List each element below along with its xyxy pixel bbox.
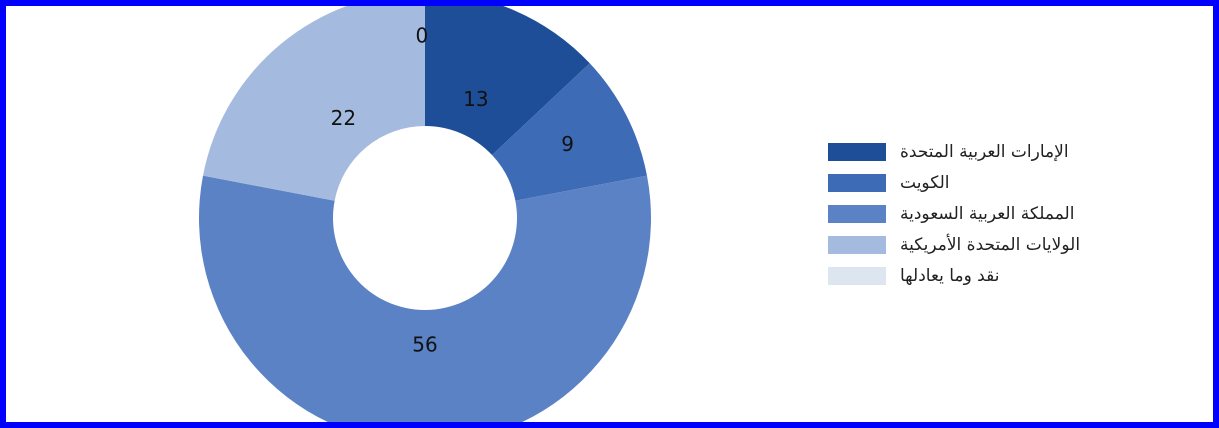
donut-chart: 13 9 56 22 0 bbox=[199, 6, 651, 422]
donut-slice bbox=[492, 63, 647, 201]
legend-label: الكويت bbox=[900, 173, 950, 193]
legend-label: المملكة العربية السعودية bbox=[900, 204, 1075, 224]
legend-swatch bbox=[828, 236, 886, 254]
legend-swatch bbox=[828, 267, 886, 285]
donut-slice bbox=[425, 6, 590, 156]
legend-item: الإمارات العربية المتحدة bbox=[828, 142, 1128, 162]
data-label: 9 bbox=[561, 132, 574, 156]
legend-label: نقد وما يعادلها bbox=[900, 266, 1000, 286]
legend-item: الكويت bbox=[828, 173, 1128, 193]
legend-label: الإمارات العربية المتحدة bbox=[900, 142, 1069, 162]
data-label: 0 bbox=[415, 24, 428, 48]
data-label: 56 bbox=[412, 333, 437, 357]
data-label: 22 bbox=[331, 106, 356, 130]
legend-swatch bbox=[828, 205, 886, 223]
legend-label: الولايات المتحدة الأمريكية bbox=[900, 235, 1081, 255]
legend-item: الولايات المتحدة الأمريكية bbox=[828, 235, 1128, 255]
donut-slice bbox=[203, 6, 425, 201]
legend-swatch bbox=[828, 174, 886, 192]
data-label: 13 bbox=[463, 87, 488, 111]
legend-item: نقد وما يعادلها bbox=[828, 266, 1128, 286]
legend-item: المملكة العربية السعودية bbox=[828, 204, 1128, 224]
legend: الإمارات العربية المتحدة الكويت المملكة … bbox=[828, 142, 1128, 297]
legend-swatch bbox=[828, 143, 886, 161]
donut-slice bbox=[199, 175, 651, 422]
